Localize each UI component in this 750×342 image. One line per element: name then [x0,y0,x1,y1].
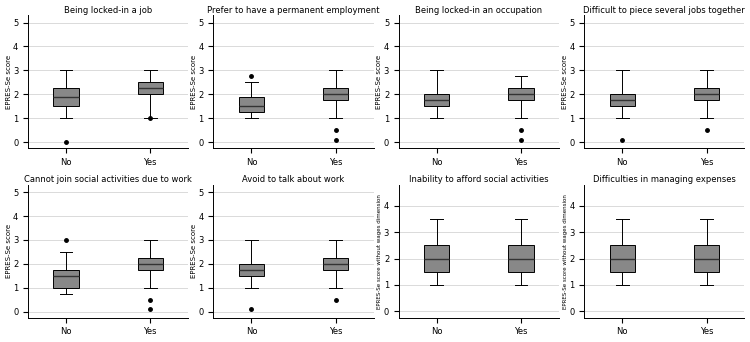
PathPatch shape [137,258,163,270]
PathPatch shape [610,246,634,272]
PathPatch shape [694,246,719,272]
PathPatch shape [424,94,449,106]
Title: Avoid to talk about work: Avoid to talk about work [242,175,345,184]
PathPatch shape [694,88,719,100]
Y-axis label: EPRES-Se score: EPRES-Se score [5,55,11,109]
PathPatch shape [509,246,534,272]
Title: Difficulties in managing expenses: Difficulties in managing expenses [593,175,736,184]
PathPatch shape [610,94,634,106]
Y-axis label: EPRES-Se score: EPRES-Se score [376,55,382,109]
PathPatch shape [53,270,79,288]
PathPatch shape [323,258,348,270]
Title: Being locked-in an occupation: Being locked-in an occupation [416,5,542,15]
Title: Prefer to have a permanent employment: Prefer to have a permanent employment [207,5,380,15]
Title: Cannot join social activities due to work: Cannot join social activities due to wor… [24,175,192,184]
PathPatch shape [53,88,79,106]
Y-axis label: EPRES-Se score without wages dimension: EPRES-Se score without wages dimension [377,194,382,309]
Y-axis label: EPRES-Se score without wages dimension: EPRES-Se score without wages dimension [562,194,568,309]
PathPatch shape [238,97,264,112]
Y-axis label: EPRES-Se score: EPRES-Se score [5,224,11,278]
Y-axis label: EPRES-Se score: EPRES-Se score [562,55,568,109]
Y-axis label: EPRES-Se score: EPRES-Se score [191,55,197,109]
Title: Being locked-in a job: Being locked-in a job [64,5,152,15]
PathPatch shape [323,88,348,100]
PathPatch shape [424,246,449,272]
Y-axis label: EPRES-Se score: EPRES-Se score [191,224,197,278]
Title: Difficult to piece several jobs together: Difficult to piece several jobs together [584,5,746,15]
Title: Inability to afford social activities: Inability to afford social activities [410,175,549,184]
PathPatch shape [238,264,264,276]
PathPatch shape [137,82,163,94]
PathPatch shape [509,88,534,100]
